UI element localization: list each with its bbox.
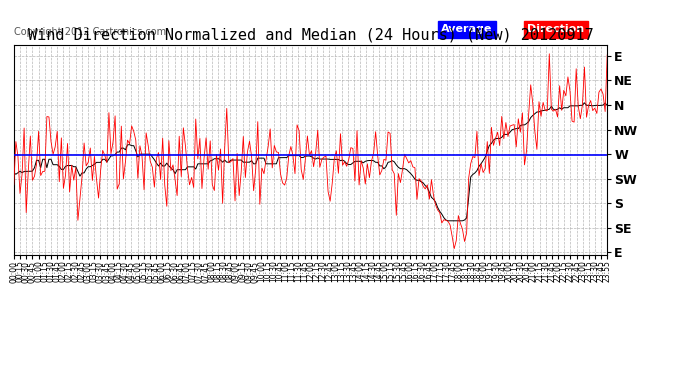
Title: Wind Direction Normalized and Median (24 Hours) (New) 20120917: Wind Direction Normalized and Median (24… [28,27,593,42]
Text: Copyright 2012 Cartronics.com: Copyright 2012 Cartronics.com [14,27,166,37]
Text: Average: Average [441,24,493,34]
Text: Direction: Direction [527,24,584,34]
